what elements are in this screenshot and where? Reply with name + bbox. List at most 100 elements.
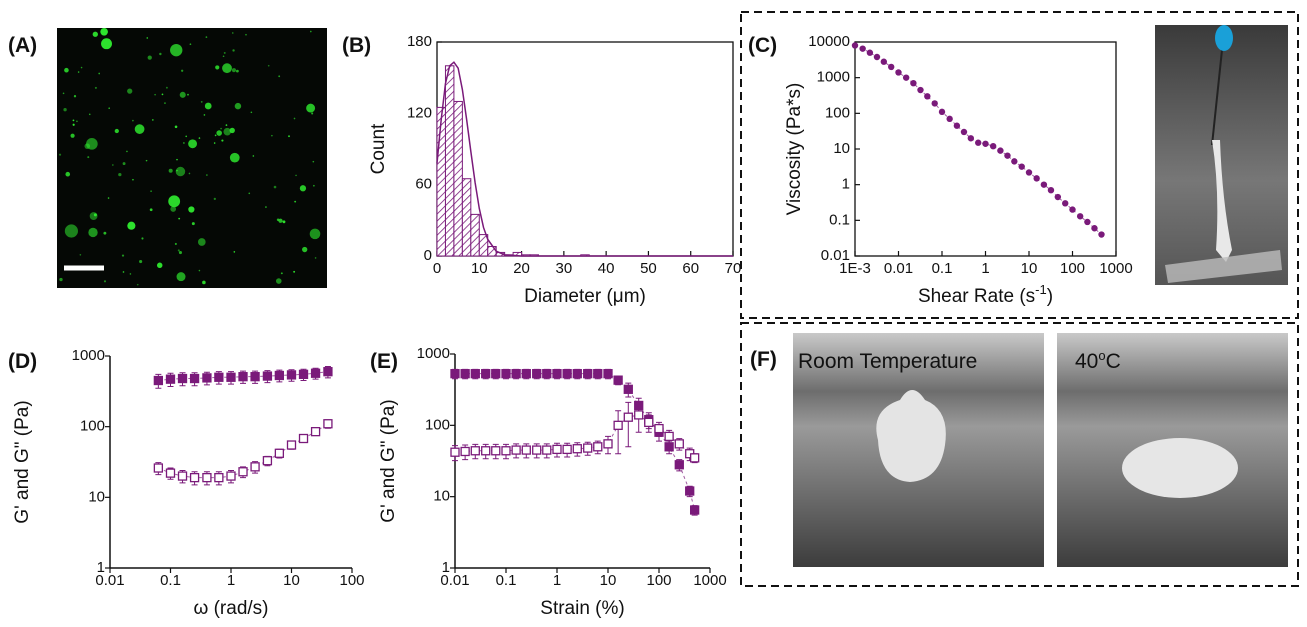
cell-dot [198,269,201,272]
y-tick-label: 10 [433,488,450,505]
cell-dot [84,143,91,149]
cell-dot [139,259,143,264]
panel-label: (B) [342,34,371,57]
cell-dot [299,185,307,192]
x-axis-title: Strain (%) [540,598,624,619]
x-tick-label: 0.1 [496,572,517,589]
cell-dot [200,100,203,103]
x-axis-title: Diameter (μm) [524,286,646,307]
cell-dot [295,174,297,177]
panel-label: (E) [370,350,398,373]
needle [1211,49,1223,146]
cell-dot [58,153,62,156]
cell-dot [156,262,163,269]
panel-frame [740,11,1299,319]
x-tick-label: 1 [981,260,989,277]
x-tick-label: 1 [227,572,235,589]
cell-dot [204,102,212,110]
data-point [1084,218,1091,226]
y-tick-label: 1 [442,559,450,576]
data-point [214,472,224,483]
data-point [238,372,248,382]
histogram-bar [436,106,446,257]
cell-dot [164,102,166,104]
y-tick-label: 0.1 [829,211,850,228]
x-tick-label: 10 [283,572,300,589]
y-tick-label: 10 [833,140,850,157]
data-point [583,369,593,379]
y-tick-label: 1 [97,559,105,576]
cell-dot [147,55,152,60]
data-point [262,371,273,381]
cell-dot [132,178,134,181]
cell-dot [294,200,297,203]
cell-dot [250,111,253,114]
data-point [521,445,531,455]
data-point [298,433,309,444]
data-point [189,373,200,384]
cell-dot [103,280,107,283]
data-point [1047,186,1055,194]
x-axis-title-text: ω (rad/s) [193,598,268,619]
data-point [177,373,188,384]
cell-dot [103,39,106,42]
cell-dot [134,124,145,134]
photo-caption: 40oC [1075,348,1121,373]
data-point [501,369,511,379]
cell-dot [185,135,188,138]
x-tick-label: 100 [339,572,364,589]
cell-dot [248,192,251,195]
cell-dot [72,123,75,126]
cell-dot [233,251,236,253]
cell-dot [101,38,112,50]
x-tick-label: 70 [725,260,742,277]
cell-dot [280,272,283,275]
data-point [562,369,572,379]
cell-dot [309,30,312,33]
cell-dot [103,231,107,235]
cell-dot [59,277,63,282]
data-point [873,53,881,61]
cell-dot [188,206,195,213]
histogram-bar [444,65,455,257]
data-point [521,369,531,379]
data-point [953,122,961,129]
data-point [460,369,470,379]
cell-dot [213,197,216,201]
y-axis-title: Count [368,123,389,174]
cell-dot [278,218,283,223]
cell-dot [178,217,181,220]
cell-dot [309,228,321,240]
cell-dots [58,27,321,286]
cell-dot [197,238,206,246]
cell-dot [232,49,235,52]
data-point [938,108,946,116]
data-point [501,446,511,456]
cell-dot [141,237,144,240]
data-point [532,445,542,455]
data-point [572,444,582,454]
data-point [226,372,236,382]
cell-dot [146,37,149,39]
cell-dot [271,134,273,137]
y-tick-label: 0 [424,247,432,264]
cell-dot [223,51,226,54]
filament [1212,140,1232,262]
cell-dot [312,160,315,163]
cell-dot [182,142,185,144]
data-point [165,374,176,384]
x-tick-label: 30 [556,260,573,277]
x-tick-label: 100 [646,572,671,589]
cell-dot [77,71,80,73]
data-point [975,139,982,146]
data-point [481,446,491,456]
data-point [153,375,164,386]
gel-droplet [1122,438,1238,498]
panel-label: (C) [748,34,777,57]
data-point [189,472,200,483]
y-tick-label: 100 [825,104,850,121]
data-point [470,369,480,379]
needle-hub [1215,25,1233,51]
data-point [238,467,248,477]
